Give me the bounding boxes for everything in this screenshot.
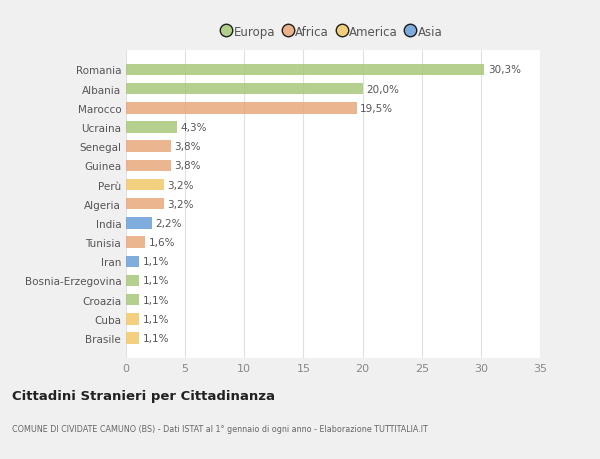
Bar	[126, 218, 152, 229]
Bar	[126, 237, 145, 248]
Bar	[126, 333, 139, 344]
Text: 1,1%: 1,1%	[143, 257, 169, 267]
Text: 3,2%: 3,2%	[167, 180, 194, 190]
Text: 3,8%: 3,8%	[175, 161, 201, 171]
Bar	[126, 160, 171, 172]
Bar	[126, 294, 139, 306]
Text: 30,3%: 30,3%	[488, 65, 521, 75]
Bar	[126, 141, 171, 152]
Text: 20,0%: 20,0%	[366, 84, 399, 95]
Legend: Europa, Africa, America, Asia: Europa, Africa, America, Asia	[218, 21, 448, 44]
Bar	[126, 256, 139, 268]
Text: 3,8%: 3,8%	[175, 142, 201, 152]
Bar	[126, 122, 177, 134]
Bar	[126, 179, 164, 191]
Bar	[126, 198, 164, 210]
Text: 1,6%: 1,6%	[148, 238, 175, 247]
Text: 1,1%: 1,1%	[143, 333, 169, 343]
Text: 1,1%: 1,1%	[143, 314, 169, 324]
Bar	[126, 84, 362, 95]
Text: 4,3%: 4,3%	[181, 123, 207, 133]
Text: Cittadini Stranieri per Cittadinanza: Cittadini Stranieri per Cittadinanza	[12, 389, 275, 403]
Text: 1,1%: 1,1%	[143, 295, 169, 305]
Bar	[126, 313, 139, 325]
Text: 19,5%: 19,5%	[360, 104, 394, 113]
Text: 1,1%: 1,1%	[143, 276, 169, 286]
Bar	[126, 103, 356, 114]
Bar	[126, 275, 139, 286]
Text: 3,2%: 3,2%	[167, 199, 194, 209]
Text: 2,2%: 2,2%	[155, 218, 182, 229]
Bar	[126, 64, 484, 76]
Text: COMUNE DI CIVIDATE CAMUNO (BS) - Dati ISTAT al 1° gennaio di ogni anno - Elabora: COMUNE DI CIVIDATE CAMUNO (BS) - Dati IS…	[12, 425, 428, 433]
